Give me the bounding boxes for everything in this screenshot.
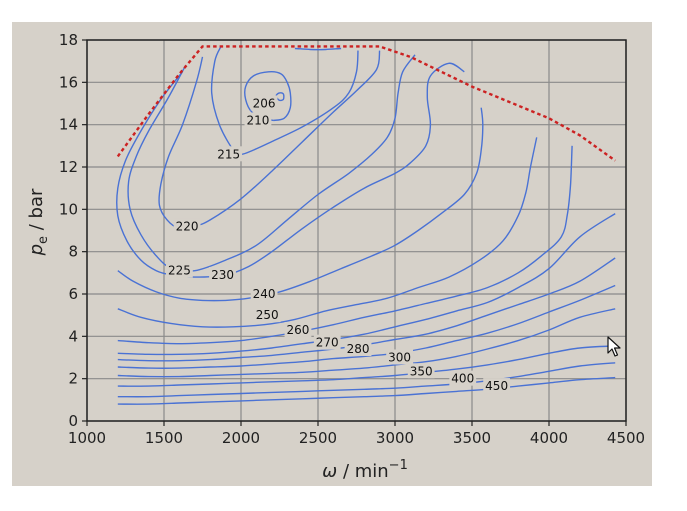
x-tick-label: 2000 bbox=[222, 429, 260, 447]
contour-line-300 bbox=[117, 284, 616, 369]
plot-frame bbox=[86, 39, 627, 422]
contour-line-350 bbox=[117, 308, 616, 378]
x-tick-label: 3000 bbox=[376, 429, 414, 447]
y-axis-unit: / bar bbox=[26, 188, 47, 236]
chart-panel: 206 210 215 220 225 230 240 250 260 270 280 300 350 4… bbox=[12, 22, 652, 486]
contour-label-450: 450 bbox=[485, 379, 508, 393]
contour-line-250 bbox=[117, 137, 538, 328]
mouse-cursor-icon bbox=[607, 336, 621, 357]
x-tick-label: 4000 bbox=[530, 429, 568, 447]
contour-label-250: 250 bbox=[256, 308, 279, 322]
contour-label-bg bbox=[215, 146, 243, 162]
contour-label-bg bbox=[344, 341, 372, 357]
y-axis-ticks: 0 2 4 6 8 10 12 14 16 18 bbox=[59, 31, 87, 430]
contour-label-280: 280 bbox=[347, 342, 370, 356]
full-load-line bbox=[116, 45, 616, 162]
x-axis-exponent: −1 bbox=[389, 458, 408, 473]
contour-label-bg bbox=[166, 262, 193, 278]
contour-label-260: 260 bbox=[287, 323, 310, 337]
contour-line-270 bbox=[117, 213, 616, 356]
contour-label-270: 270 bbox=[316, 336, 339, 350]
contour-line-215b bbox=[294, 47, 342, 51]
contour-label-bg bbox=[250, 286, 278, 301]
contour-line-400 bbox=[117, 345, 616, 387]
contour-line-210 bbox=[244, 71, 292, 122]
x-axis-unit: / min bbox=[337, 461, 388, 482]
y-tick-label: 12 bbox=[59, 158, 78, 176]
y-tick-label: 16 bbox=[59, 73, 78, 91]
y-tick-label: 10 bbox=[59, 200, 78, 218]
y-tick-label: 14 bbox=[59, 116, 78, 134]
contour-line-230 bbox=[116, 62, 465, 278]
y-tick-label: 2 bbox=[68, 370, 78, 388]
y-tick-label: 0 bbox=[68, 412, 78, 430]
contour-line-220 bbox=[158, 50, 381, 230]
contour-label-bg bbox=[253, 307, 281, 323]
contour-label-210: 210 bbox=[246, 113, 269, 127]
x-tick-label: 1000 bbox=[68, 429, 106, 447]
x-tick-label: 4500 bbox=[607, 429, 645, 447]
contour-label-206: 206 bbox=[253, 97, 276, 111]
full-load-curve bbox=[116, 45, 616, 162]
y-tick-label: 6 bbox=[68, 285, 78, 303]
x-tick-label: 2500 bbox=[299, 429, 337, 447]
contour-label-240: 240 bbox=[253, 287, 276, 301]
contour-label-400: 400 bbox=[451, 372, 474, 386]
x-axis-title: ω / min−1 bbox=[322, 458, 408, 482]
contour-label-220: 220 bbox=[176, 219, 199, 233]
contour-label-bg bbox=[250, 95, 278, 111]
y-axis-title: pe / bar bbox=[26, 188, 51, 256]
contour-label-bg bbox=[313, 334, 341, 350]
y-tick-label: 18 bbox=[59, 31, 78, 49]
x-tick-label: 3500 bbox=[453, 429, 491, 447]
contour-label-350: 350 bbox=[410, 364, 433, 378]
contour-line-500 bbox=[117, 376, 616, 405]
y-axis-subscript: e bbox=[36, 236, 51, 244]
y-axis-symbol: p bbox=[26, 244, 47, 256]
contour-label-bg bbox=[284, 321, 312, 337]
contour-line-260 bbox=[117, 145, 573, 345]
contour-label-bg bbox=[244, 112, 272, 128]
x-tick-label: 1500 bbox=[145, 429, 183, 447]
contour-label-bg bbox=[483, 378, 511, 394]
x-axis-ticks: 1000 1500 2000 2500 3000 3500 4000 4500 bbox=[68, 421, 645, 447]
contour-label-225: 225 bbox=[168, 264, 191, 278]
contour-label-bg bbox=[209, 266, 236, 282]
x-axis-symbol: ω bbox=[322, 461, 337, 482]
contour-line-450 bbox=[117, 362, 616, 398]
contour-label-215: 215 bbox=[217, 147, 240, 161]
contour-line-206 bbox=[275, 92, 285, 102]
contour-label-bg bbox=[386, 349, 414, 365]
contour-label-bg bbox=[407, 363, 435, 379]
contour-label-bg bbox=[173, 218, 201, 234]
contour-label-300: 300 bbox=[388, 351, 411, 365]
contour-line-240 bbox=[117, 107, 484, 302]
contour-label-bg bbox=[449, 370, 477, 386]
contour-label-230: 230 bbox=[211, 268, 234, 282]
contour-line-225 bbox=[127, 54, 416, 273]
contour-line-215 bbox=[210, 46, 359, 156]
y-tick-label: 8 bbox=[68, 243, 78, 261]
y-tick-label: 4 bbox=[68, 327, 78, 345]
